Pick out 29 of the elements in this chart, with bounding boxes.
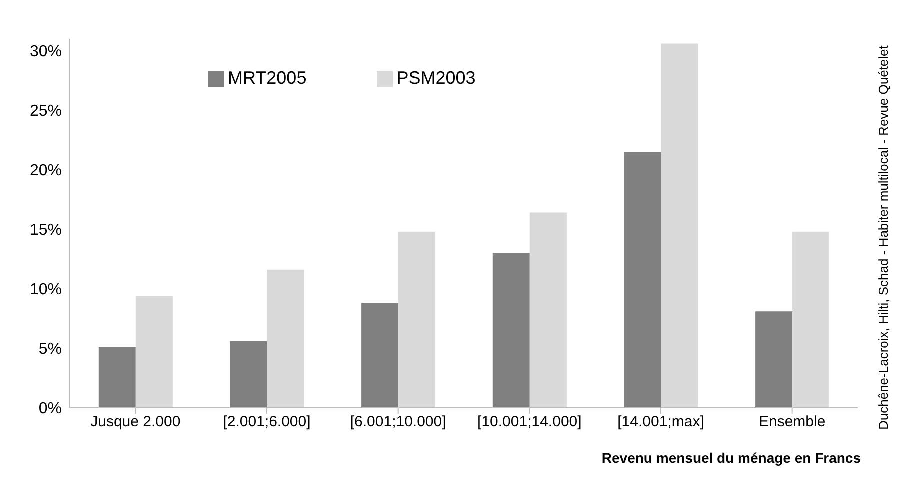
y-tick-label: 10% — [30, 282, 62, 299]
bar — [98, 347, 136, 408]
x-tick-label: [2.001;6.000] — [223, 414, 311, 431]
y-tick-label: 15% — [30, 222, 62, 240]
bar — [492, 253, 530, 408]
bar — [530, 212, 567, 408]
y-tick-label: 0% — [38, 400, 62, 418]
bar — [362, 303, 399, 408]
bar — [267, 270, 304, 408]
bar — [624, 152, 662, 408]
bar — [792, 232, 830, 408]
x-tick-label: [6.001;10.000] — [350, 414, 446, 431]
y-tick-label: 5% — [38, 341, 62, 358]
x-axis-title: Revenu mensuel du ménage en Francs — [602, 450, 861, 466]
bar — [230, 341, 268, 408]
text: Duchêne-Lacroix, Hilti, Schad - Habiter multilocal - Revue Quételet — [876, 44, 891, 432]
legend-label: PSM2003 — [396, 68, 476, 88]
legend-label: MRT2005 — [228, 68, 307, 88]
y-tick-label: 25% — [30, 103, 62, 120]
x-tick-label: [14.001;max] — [618, 414, 704, 431]
y-tick-label: 20% — [30, 162, 62, 180]
bar — [661, 44, 698, 408]
y-tick-label: 30% — [30, 44, 62, 61]
bar — [756, 312, 793, 408]
bar — [398, 232, 436, 408]
x-tick-label: Ensemble — [758, 414, 826, 431]
x-tick-label: [10.001;14.000] — [478, 414, 582, 431]
x-tick-label: Jusque 2.000 — [90, 414, 181, 431]
bar — [136, 296, 173, 408]
